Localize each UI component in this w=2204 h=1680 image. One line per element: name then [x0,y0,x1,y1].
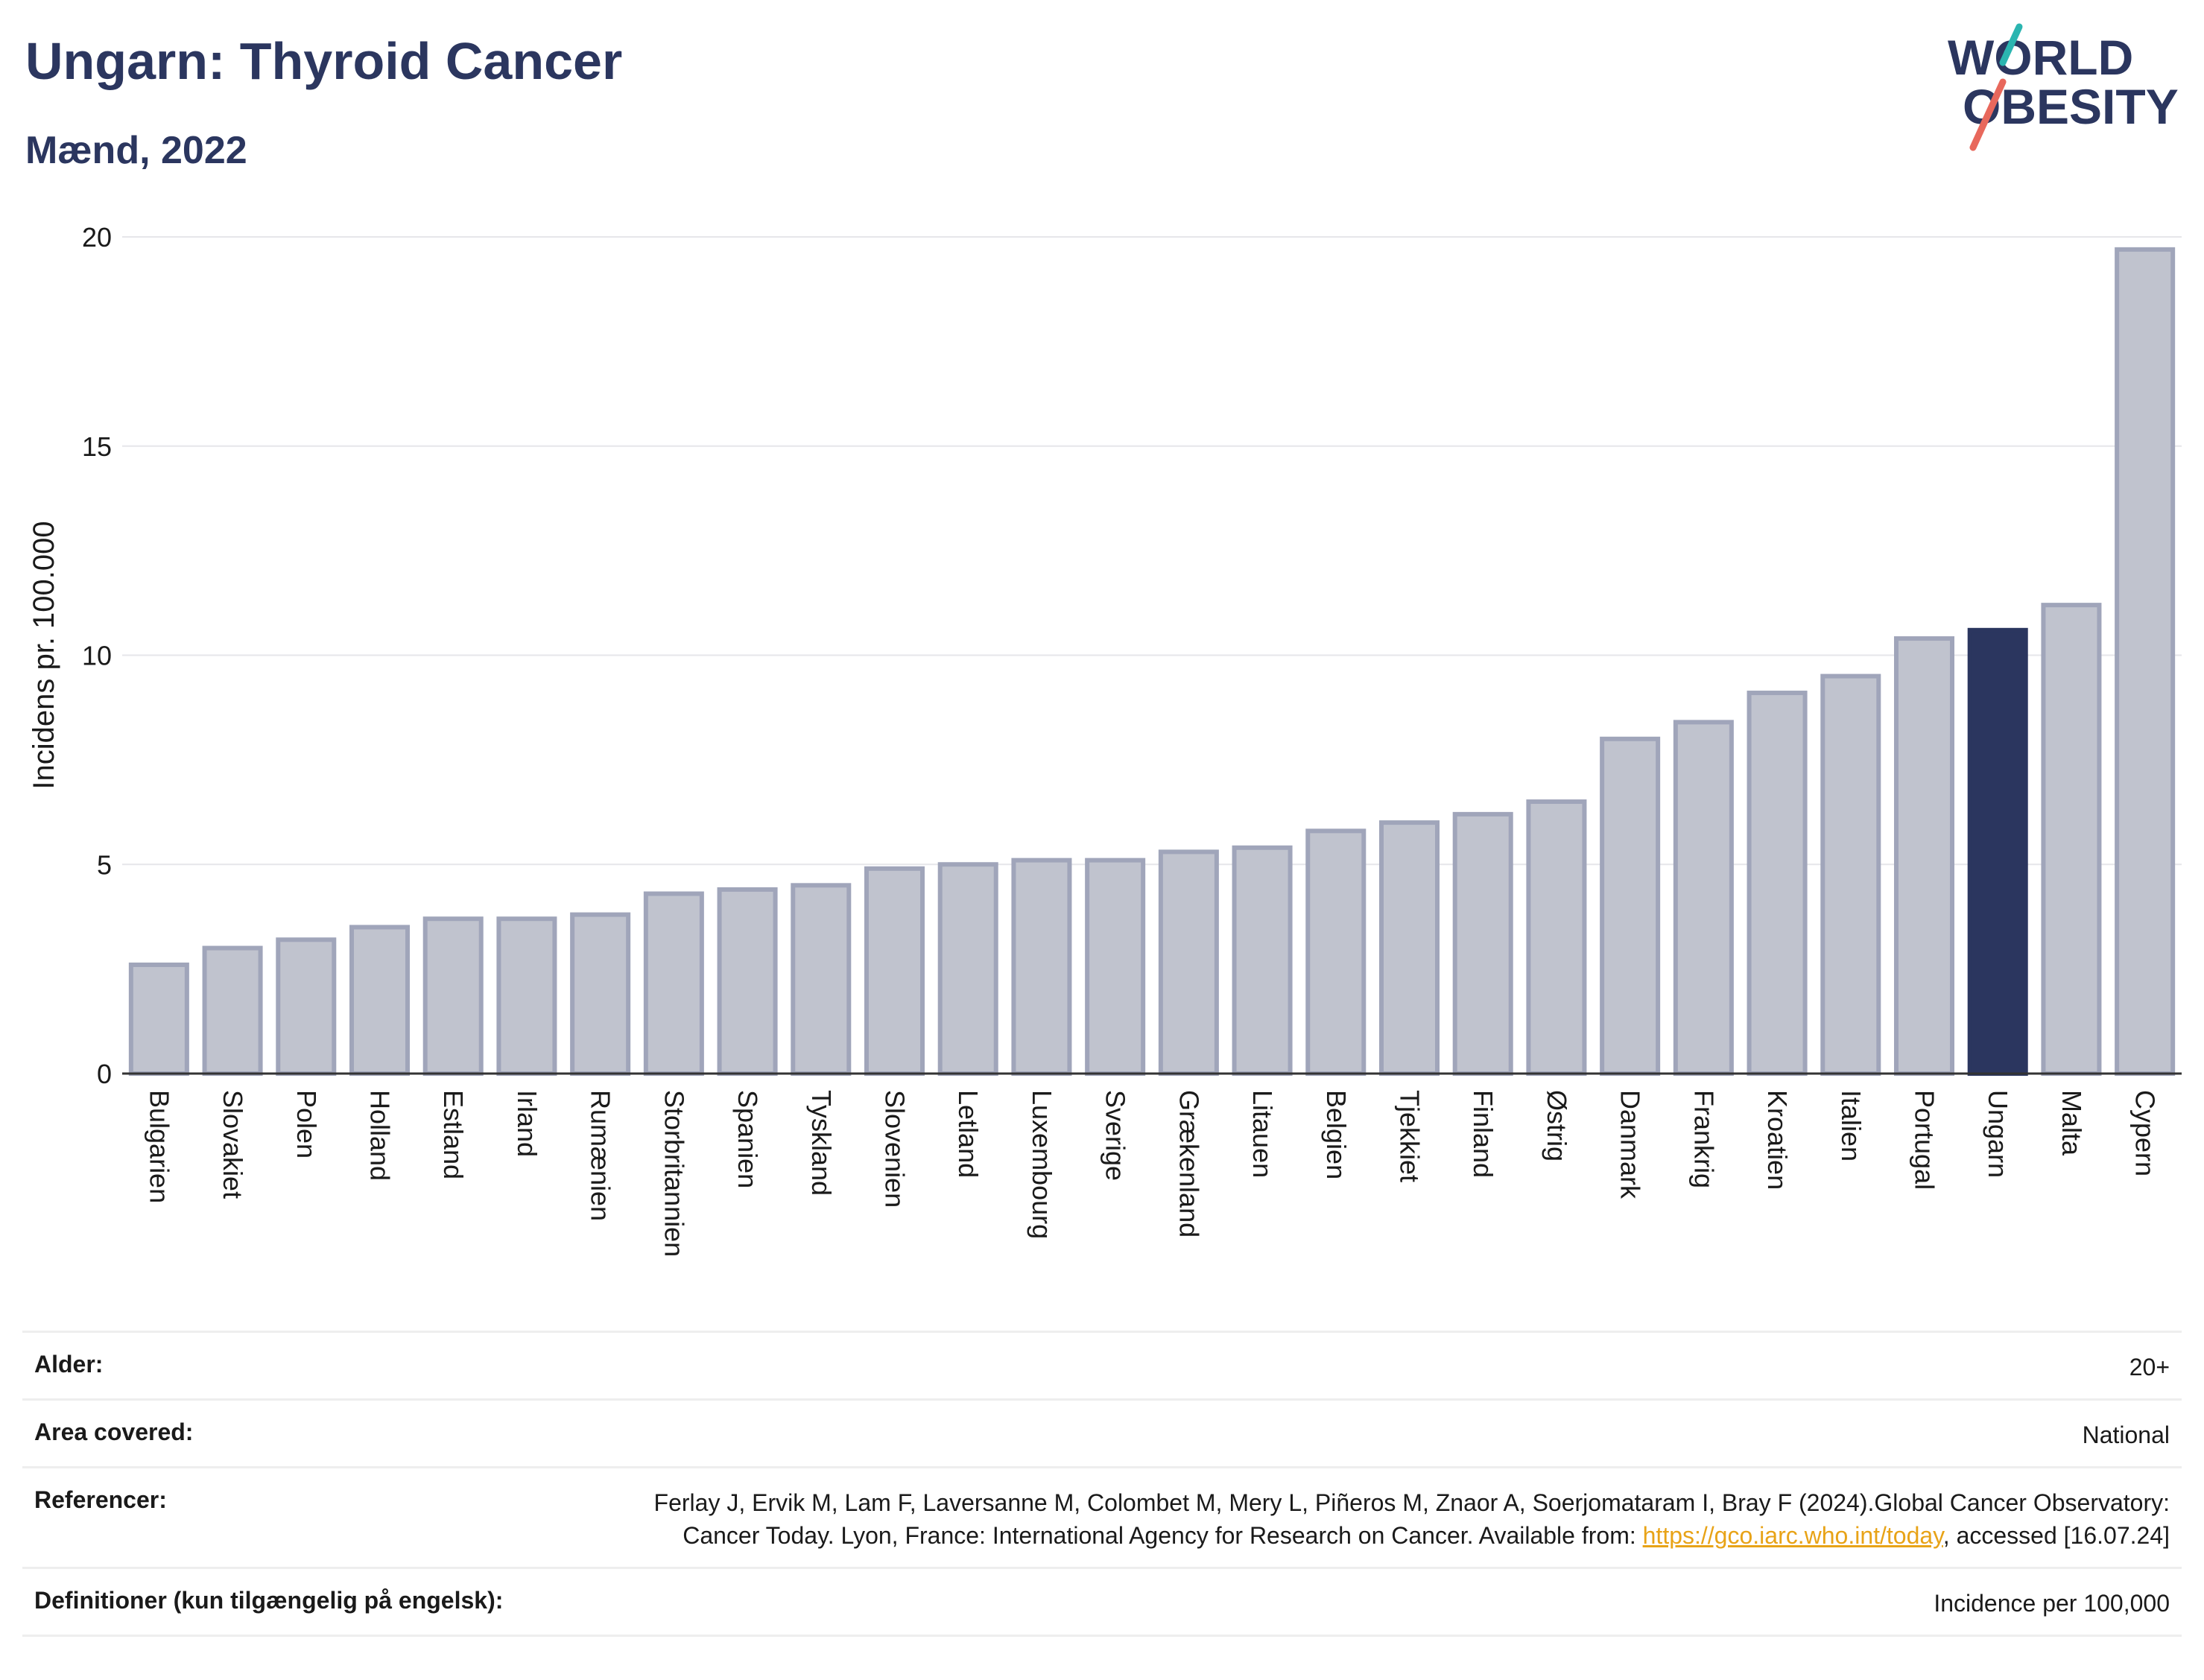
x-tick-label: Holland [365,1090,396,1181]
definitions-label: Definitioner (kun tilgængelig på engelsk… [34,1587,504,1614]
x-axis-labels: Bulgarien Slovakiet Polen Holland Estland Irl… [144,1090,2160,1257]
bar-spanien [717,887,778,1076]
bar-rumænien [570,912,631,1076]
page-title: Ungarn: Thyroid Cancer [25,32,623,90]
info-row-definitions: Definitioner (kun tilgængelig på engelsk… [22,1567,2182,1637]
bar-litauen [1232,845,1293,1077]
y-tick-label: 0 [97,1059,112,1089]
logo-red-stroke [1969,78,2007,151]
bar-estland [422,916,484,1076]
bar-malta [2041,603,2102,1076]
y-tick-label: 10 [82,641,112,671]
x-tick-label: Grækenland [1174,1090,1204,1237]
bar-chart: 0 5 10 15 20 Bulgarien Slovakiet Polen Holland E… [28,222,2182,1257]
bar-storbritannien [643,891,704,1077]
logo-line1: WORLD [1948,30,2133,85]
x-tick-label: Storbritannien [659,1090,689,1257]
world-obesity-logo: WORLD OBESITY [1948,23,2179,151]
x-tick-label: Malta [2056,1090,2087,1156]
x-tick-label: Estland [438,1090,469,1179]
y-tick-label: 20 [82,222,112,253]
x-tick-label: Finland [1468,1090,1498,1178]
bar-holland [349,925,411,1076]
area-value: National [2082,1421,2170,1448]
bar-østrig [1526,799,1587,1077]
references-text: Ferlay J, Ervik M, Lam F, Laversanne M, … [653,1489,2170,1549]
bar-bulgarien [128,963,189,1077]
x-tick-label: Rumænien [586,1090,616,1221]
bar-cypern [2115,247,2176,1077]
bar-sverige [1085,858,1146,1076]
x-tick-label: Bulgarien [144,1090,174,1203]
x-tick-label: Letland [953,1090,984,1178]
age-label: Alder: [34,1351,104,1378]
bar-luxembourg [1011,858,1072,1076]
x-tick-label: Irland [512,1090,542,1157]
x-tick-label: Luxembourg [1027,1090,1057,1239]
x-tick-label: Spanien [732,1090,763,1188]
bar-frankrig [1673,720,1734,1077]
x-tick-label: Italien [1836,1090,1866,1161]
bar-danmark [1600,736,1661,1076]
bar-finland [1452,811,1513,1076]
x-tick-label: Frankrig [1688,1090,1719,1188]
info-row-references: Referencer: Ferlay J, Ervik M, Lam F, La… [22,1466,2182,1567]
x-tick-label: Slovenien [880,1090,911,1208]
bar-kroatien [1747,691,1808,1076]
references-value: Ferlay J, Ervik M, Lam F, Laversanne M, … [635,1486,2170,1552]
bar-ungarn [1967,627,2028,1076]
y-tick-label: 5 [97,849,112,880]
x-tick-label: Kroatien [1762,1090,1793,1190]
x-tick-label: Polen [291,1090,322,1158]
y-axis-ticks: 0 5 10 15 20 [82,222,112,1089]
info-table: Alder: 20+ Area covered: National Refere… [22,1331,2182,1637]
page-subtitle: Mænd, 2022 [25,129,247,172]
y-tick-label: 15 [82,431,112,462]
x-tick-label: Litauen [1247,1090,1278,1178]
bar-portugal [1893,636,1955,1076]
bar-slovenien [864,866,925,1076]
bar-irland [496,916,557,1076]
bar-polen [276,937,337,1076]
x-tick-label: Sverige [1101,1090,1131,1181]
reference-link[interactable]: https://gco.iarc.who.int/today [1642,1522,1943,1549]
x-tick-label: Tyskland [806,1090,837,1196]
bar-slovakiet [202,945,263,1077]
bar-tyskland [791,883,852,1076]
definitions-value: Incidence per 100,000 [1934,1590,2170,1617]
logo-teal-stroke [1999,23,2023,66]
x-tick-label: Danmark [1615,1090,1646,1199]
x-tick-label: Tjekkiet [1395,1090,1425,1182]
area-label: Area covered: [34,1419,194,1445]
x-tick-label: Belgien [1321,1090,1352,1179]
x-tick-label: Ungarn [1983,1090,2013,1178]
x-tick-label: Portugal [1910,1090,1940,1190]
info-row-area: Area covered: National [22,1398,2182,1466]
age-value: 20+ [2129,1354,2170,1381]
x-tick-label: Cypern [2130,1090,2161,1176]
references-label: Referencer: [34,1486,167,1513]
y-axis-title: Incidens pr. 100.000 [28,521,60,789]
bar-tjekkiet [1378,820,1440,1076]
references-accessed: , accessed [16.07.24] [1942,1522,2170,1549]
bar-letland [937,862,998,1076]
bars [128,247,2176,1077]
bar-belgien [1305,828,1367,1076]
x-tick-label: Slovakiet [218,1090,248,1199]
info-row-age: Alder: 20+ [22,1331,2182,1398]
bar-italien [1820,673,1881,1076]
x-tick-label: Østrig [1542,1090,1572,1161]
bar-grækenland [1158,849,1219,1077]
